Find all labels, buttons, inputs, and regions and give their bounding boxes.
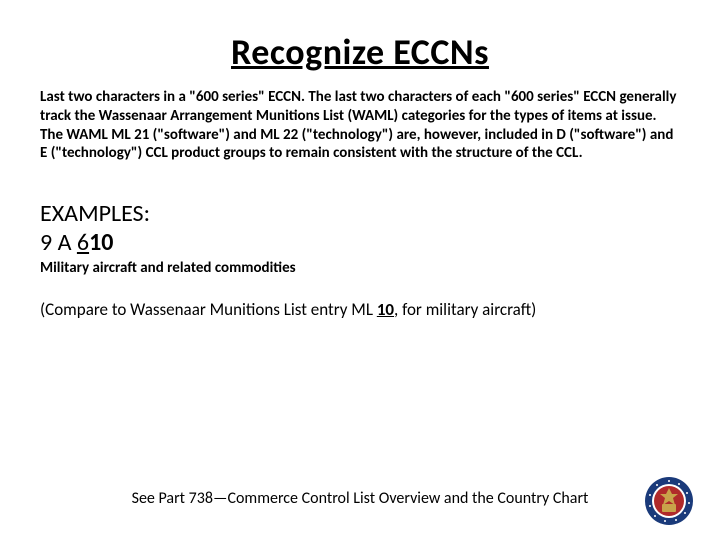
body-paragraph: Last two characters in a "600 series" EC… xyxy=(40,88,680,163)
code-underlined: 6 xyxy=(77,228,89,257)
compare-text: (Compare to Wassenaar Munitions List ent… xyxy=(40,299,680,320)
example-code: 9 A 610 xyxy=(40,228,680,257)
code-bold: 10 xyxy=(89,228,113,257)
compare-prefix: (Compare to Wassenaar Munitions List ent… xyxy=(40,299,377,320)
example-description: Military aircraft and related commoditie… xyxy=(40,259,680,277)
compare-bold-under: 10 xyxy=(377,299,394,320)
slide: Recognize ECCNs Last two characters in a… xyxy=(0,0,720,540)
commerce-seal-icon xyxy=(644,476,694,526)
code-prefix: 9 A xyxy=(40,228,77,257)
examples-label: EXAMPLES: xyxy=(40,199,680,228)
compare-suffix: , for military aircraft) xyxy=(394,299,536,320)
slide-title: Recognize ECCNs xyxy=(40,30,680,74)
footer-text: See Part 738—Commerce Control List Overv… xyxy=(0,489,720,508)
